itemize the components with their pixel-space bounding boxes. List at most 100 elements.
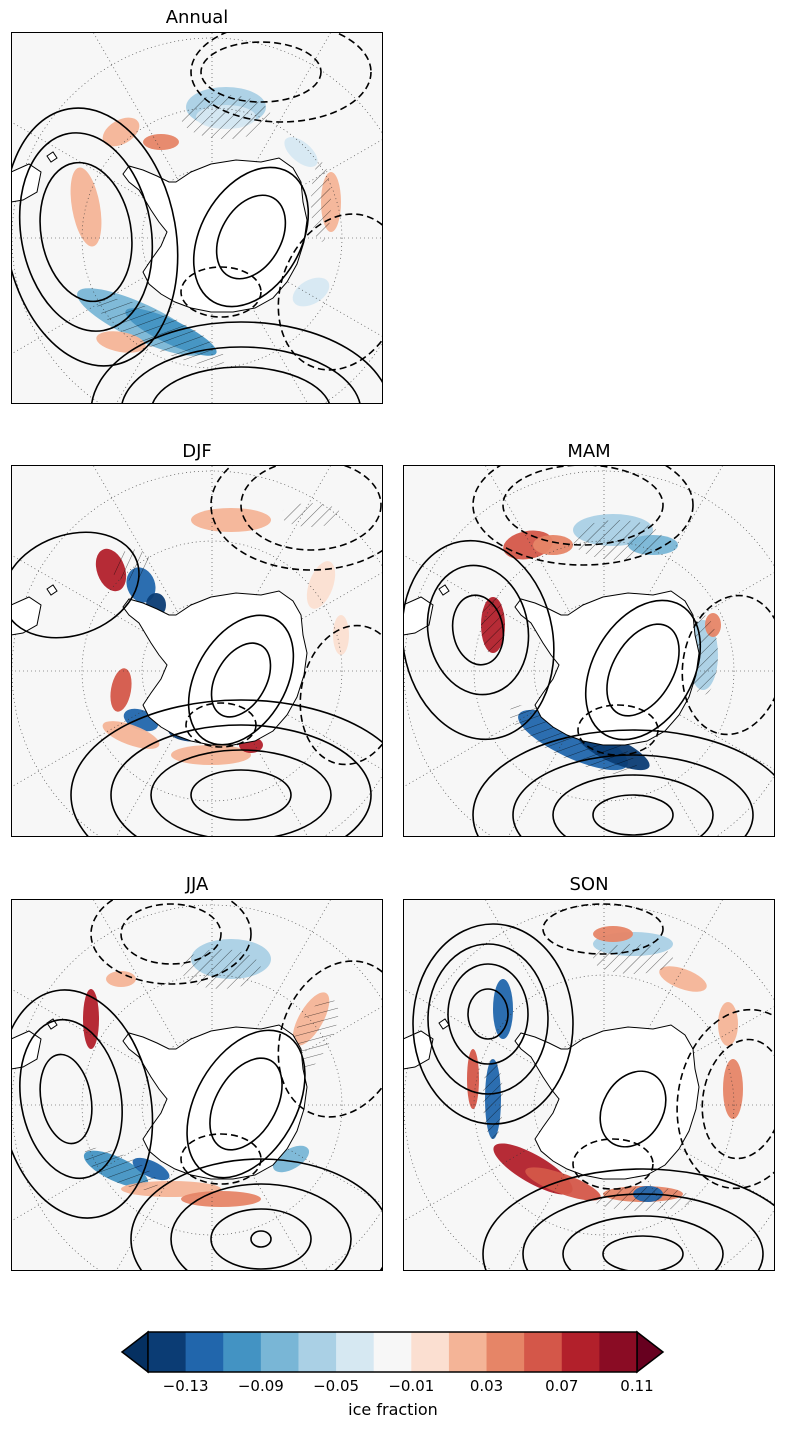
significance-hatching bbox=[508, 705, 638, 775]
map-frame bbox=[403, 899, 775, 1271]
negative-contour bbox=[299, 624, 383, 766]
positive-contour bbox=[70, 699, 383, 837]
ice-anomaly-region bbox=[171, 745, 251, 765]
colorbar-swatch bbox=[148, 1332, 187, 1372]
colorbar-tick-label: −0.01 bbox=[388, 1377, 435, 1395]
negative-contour bbox=[502, 465, 664, 546]
positive-contour bbox=[426, 564, 530, 696]
colorbar-tick-label: 0.03 bbox=[469, 1377, 504, 1395]
significance-hatching bbox=[181, 95, 271, 139]
positive-contour bbox=[209, 1057, 283, 1151]
colorbar-swatch bbox=[561, 1332, 600, 1372]
ice-anomaly-region bbox=[181, 1191, 261, 1207]
colorbar-tick-label: −0.05 bbox=[313, 1377, 360, 1395]
positive-contour bbox=[451, 594, 505, 666]
positive-contour bbox=[130, 1158, 383, 1271]
map-canvas bbox=[11, 465, 383, 837]
map-panel-annual bbox=[11, 32, 383, 404]
positive-contour bbox=[121, 346, 361, 404]
negative-contour bbox=[572, 1138, 654, 1190]
ice-anomaly-region bbox=[70, 167, 102, 247]
ice-anomaly-region bbox=[102, 117, 140, 147]
colorbar-swatch bbox=[448, 1332, 488, 1372]
positive-contour bbox=[215, 194, 287, 280]
positive-contour bbox=[11, 531, 140, 639]
positive-contour bbox=[170, 1183, 352, 1271]
negative-contour bbox=[240, 465, 382, 551]
positive-contour bbox=[11, 989, 154, 1219]
panel-title-jja: JJA bbox=[185, 874, 209, 895]
panel-title-mam: MAM bbox=[567, 441, 611, 462]
negative-contour bbox=[577, 704, 659, 756]
ice-anomaly-region bbox=[659, 966, 707, 992]
map-frame bbox=[11, 899, 383, 1271]
positive-contour bbox=[19, 1018, 123, 1180]
positive-contour bbox=[150, 749, 332, 837]
negative-contour bbox=[120, 903, 222, 965]
positive-contour bbox=[599, 1070, 667, 1148]
positive-contour bbox=[472, 729, 775, 837]
ice-anomaly-region bbox=[272, 1145, 310, 1173]
negative-contour bbox=[277, 213, 383, 371]
positive-contour bbox=[90, 321, 383, 404]
ice-anomaly-region bbox=[132, 1157, 170, 1181]
positive-contour bbox=[562, 1215, 724, 1271]
ice-anomaly-region bbox=[718, 1002, 738, 1046]
significance-hatching bbox=[593, 944, 673, 974]
positive-contour bbox=[592, 794, 674, 836]
positive-contour bbox=[192, 166, 310, 308]
colorbar-swatch bbox=[411, 1332, 450, 1372]
south-america-coast bbox=[403, 1030, 434, 1070]
ice-anomaly-region bbox=[533, 535, 573, 555]
significance-hatching bbox=[481, 595, 505, 655]
positive-contour bbox=[606, 623, 680, 717]
positive-contour bbox=[403, 539, 555, 741]
significance-hatching bbox=[573, 520, 663, 560]
colorbar-swatch bbox=[524, 1332, 563, 1372]
colorbar-swatch bbox=[486, 1332, 525, 1372]
negative-contour bbox=[542, 903, 664, 955]
map-panel-son bbox=[403, 899, 775, 1271]
antarctica-landmass bbox=[122, 1024, 308, 1180]
colorbar-swatch bbox=[298, 1332, 337, 1372]
positive-contour bbox=[210, 642, 272, 718]
ice-anomaly-region bbox=[493, 979, 513, 1039]
positive-contour bbox=[467, 988, 509, 1040]
positive-contour bbox=[110, 724, 372, 837]
map-frame bbox=[403, 465, 775, 837]
ice-anomaly-region bbox=[191, 508, 271, 532]
significance-hatching bbox=[111, 549, 151, 581]
ice-anomaly-region bbox=[284, 137, 318, 167]
negative-contour bbox=[90, 899, 252, 985]
ice-anomaly-region bbox=[467, 1049, 479, 1109]
colorbar bbox=[120, 1330, 665, 1374]
ice-anomaly-region bbox=[102, 721, 160, 749]
positive-contour bbox=[18, 132, 154, 332]
ice-anomaly-region bbox=[143, 134, 179, 150]
map-panel-djf bbox=[11, 465, 383, 837]
colorbar-swatch bbox=[223, 1332, 262, 1372]
positive-contour bbox=[39, 1053, 93, 1145]
positive-contour bbox=[250, 1230, 272, 1248]
significance-hatching bbox=[281, 503, 341, 527]
significance-hatching bbox=[181, 949, 261, 989]
ice-anomaly-region bbox=[83, 989, 99, 1049]
colorbar-swatch bbox=[599, 1332, 638, 1372]
positive-contour bbox=[584, 599, 702, 741]
panel-title-annual: Annual bbox=[165, 7, 229, 28]
positive-contour bbox=[190, 769, 292, 821]
colorbar-over-arrow bbox=[636, 1330, 665, 1374]
positive-contour bbox=[552, 774, 714, 837]
south-america-coast bbox=[11, 596, 42, 636]
ice-anomaly-region bbox=[110, 668, 132, 712]
map-canvas bbox=[403, 465, 775, 837]
map-frame bbox=[11, 465, 383, 837]
colorbar-tick-label: −0.09 bbox=[237, 1377, 284, 1395]
colorbar-title: ice fraction bbox=[348, 1400, 438, 1419]
negative-contour bbox=[200, 41, 322, 103]
negative-contour bbox=[701, 1038, 775, 1160]
significance-hatching bbox=[311, 162, 331, 242]
map-panel-mam bbox=[403, 465, 775, 837]
negative-contour bbox=[676, 1008, 775, 1190]
colorbar-tick-label: 0.07 bbox=[545, 1377, 579, 1395]
